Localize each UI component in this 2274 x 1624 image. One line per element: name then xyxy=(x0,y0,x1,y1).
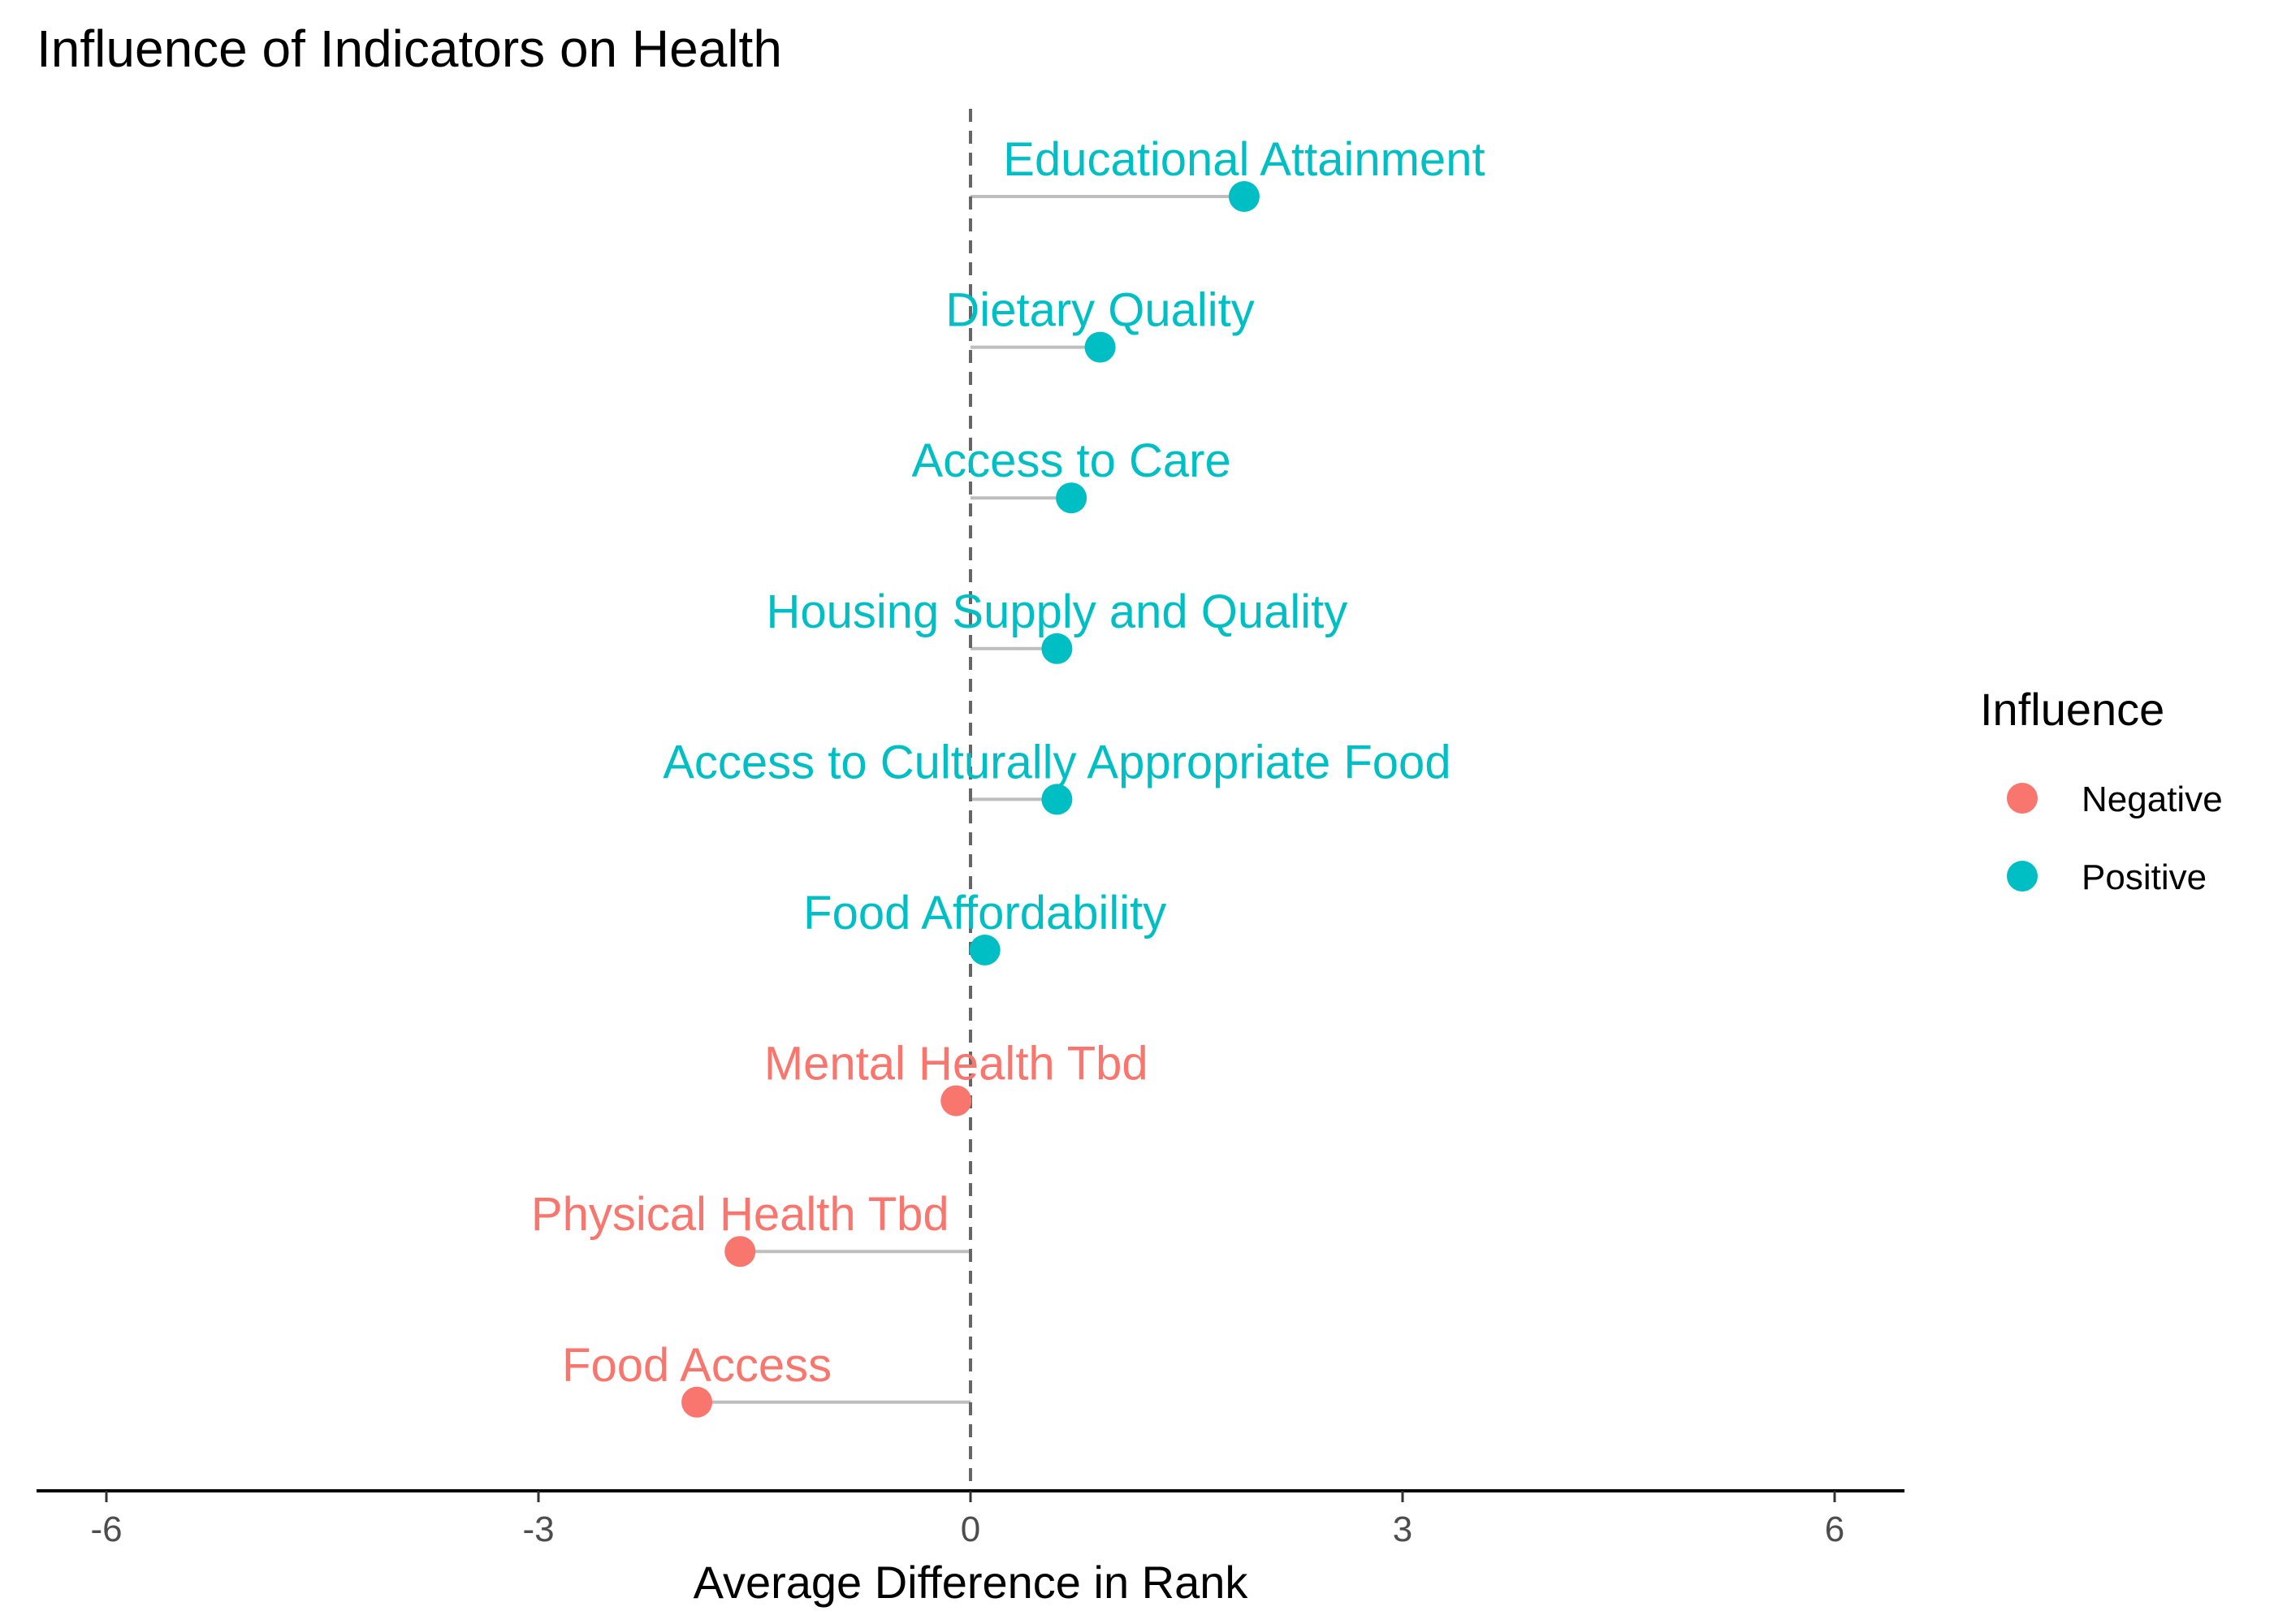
x-axis-ticks: -6 -3 0 3 6 xyxy=(90,1491,1844,1549)
legend-entries: Negative Positive xyxy=(2007,780,2223,897)
point-dietary-quality xyxy=(1084,331,1116,363)
point-label-housing-supply-and-quality: Housing Supply and Quality xyxy=(767,585,1348,638)
legend-key-negative xyxy=(2007,783,2038,814)
point-label-food-affordability: Food Affordability xyxy=(803,887,1166,939)
point-label-dietary-quality: Dietary Quality xyxy=(945,284,1254,337)
x-tick-label: -6 xyxy=(90,1510,122,1549)
point-mental-health-tbd xyxy=(940,1085,972,1116)
x-tick-label: -3 xyxy=(522,1510,554,1549)
legend-label-negative: Negative xyxy=(2082,780,2223,819)
legend-label-positive: Positive xyxy=(2082,857,2207,897)
point-label-mental-health-tbd: Mental Health Tbd xyxy=(764,1038,1148,1091)
x-tick-label: 6 xyxy=(1825,1510,1844,1549)
x-tick-label: 3 xyxy=(1393,1510,1412,1549)
x-axis-title: Average Difference in Rank xyxy=(694,1557,1249,1608)
point-access-to-culturally-appropriate-food xyxy=(1041,784,1073,815)
chart-title: Influence of Indicators on Health xyxy=(37,19,782,78)
point-food-access xyxy=(681,1386,713,1418)
point-physical-health-tbd xyxy=(724,1236,756,1268)
point-labels-layer: Educational Attainment Dietary Quality Acc… xyxy=(531,133,1485,1392)
point-access-to-care xyxy=(1056,482,1087,514)
point-label-physical-health-tbd: Physical Health Tbd xyxy=(531,1188,949,1241)
legend-title: Influence xyxy=(1980,684,2164,735)
x-tick-label: 0 xyxy=(961,1510,980,1549)
point-food-affordability xyxy=(969,935,1001,965)
point-label-food-access: Food Access xyxy=(562,1339,832,1392)
point-label-access-to-culturally-appropriate-food: Access to Culturally Appropriate Food xyxy=(663,736,1450,788)
point-housing-supply-and-quality xyxy=(1041,633,1073,664)
point-label-educational-attainment: Educational Attainment xyxy=(1003,133,1485,186)
point-label-access-to-care: Access to Care xyxy=(912,434,1231,487)
legend-key-positive xyxy=(2007,861,2038,892)
legend: Influence Negative Positive xyxy=(1980,684,2223,897)
point-educational-attainment xyxy=(1228,181,1260,212)
points-layer xyxy=(681,181,1260,1418)
